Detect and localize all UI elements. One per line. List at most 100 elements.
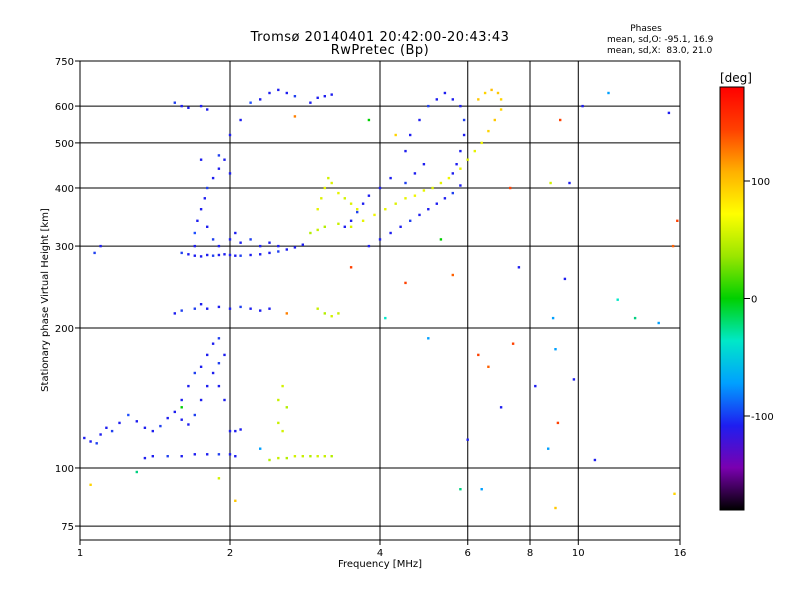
data-point [228, 453, 232, 456]
data-point [367, 194, 371, 197]
data-point [330, 315, 333, 318]
data-point [211, 371, 215, 375]
data-point [285, 406, 288, 409]
y-axis: 75 100 200 300 400 500 600 750 [55, 57, 80, 533]
data-point [499, 406, 503, 409]
data-point [480, 141, 483, 145]
data-point [439, 238, 443, 241]
data-point [593, 458, 597, 462]
data-point [206, 225, 209, 228]
data-point [206, 108, 209, 111]
data-point [127, 413, 130, 417]
data-point [199, 104, 203, 108]
data-point [443, 91, 447, 95]
data-point [234, 499, 237, 502]
data-point [173, 410, 176, 414]
data-point [259, 309, 262, 312]
data-point [166, 416, 169, 420]
data-point [143, 456, 147, 460]
data-point [361, 202, 365, 205]
data-point [330, 455, 333, 458]
data-point [93, 251, 96, 255]
data-point [466, 158, 469, 161]
y-tick-label: 600 [55, 102, 74, 113]
y-tick-label: 100 [55, 464, 74, 475]
data-point [249, 307, 252, 310]
data-point [431, 186, 434, 190]
data-point [277, 456, 280, 460]
data-point [343, 197, 346, 200]
data-point [228, 307, 232, 310]
data-point [607, 91, 610, 95]
data-point [234, 455, 237, 458]
data-point [118, 421, 121, 425]
data-point [337, 191, 340, 195]
phase-info-o: mean, sd,O: -95.1, 16.9 [607, 35, 714, 45]
data-point [259, 447, 262, 450]
colorbar-tick-label: 100 [751, 177, 770, 188]
data-point [394, 133, 397, 137]
data-point [356, 208, 359, 211]
data-point [451, 273, 454, 277]
data-point [234, 254, 237, 257]
data-point [105, 426, 108, 429]
data-point [349, 202, 353, 205]
data-point [367, 244, 371, 248]
data-point [173, 312, 176, 315]
data-point [384, 208, 387, 211]
data-point [367, 118, 371, 122]
data-point [568, 181, 571, 185]
y-tick-label: 400 [55, 184, 74, 195]
data-point [337, 222, 340, 225]
data-point [234, 429, 237, 433]
data-point [427, 208, 430, 211]
data-point [572, 378, 576, 381]
data-point [323, 312, 326, 315]
data-point [496, 91, 500, 95]
x-axis: 1 2 4 6 8 10 16 [77, 540, 687, 559]
data-point [159, 424, 162, 428]
data-point [268, 251, 271, 255]
data-point [316, 208, 319, 211]
data-point [193, 453, 196, 456]
data-point [404, 197, 407, 200]
data-point [217, 244, 221, 248]
data-point [671, 244, 675, 248]
y-tick-label: 500 [55, 139, 74, 150]
y-tick-label: 300 [55, 242, 74, 253]
data-point [277, 398, 280, 402]
data-point [559, 118, 562, 122]
data-point [413, 172, 417, 175]
data-point [99, 433, 102, 436]
data-point [89, 440, 92, 443]
data-point [480, 488, 483, 491]
data-point [199, 303, 203, 306]
data-point [378, 238, 382, 241]
data-point [223, 398, 226, 402]
data-point [404, 149, 407, 153]
data-point [259, 98, 262, 101]
data-points [83, 88, 679, 510]
data-point [373, 213, 376, 217]
data-point [337, 312, 340, 315]
data-point [547, 447, 550, 450]
data-point [293, 115, 297, 118]
data-point [206, 307, 209, 310]
data-point [234, 231, 237, 235]
colorbar-gradient [719, 86, 745, 511]
x-tick-label: 16 [674, 548, 687, 559]
data-point [166, 455, 169, 458]
data-point [180, 406, 183, 409]
data-point [418, 213, 421, 217]
data-point [667, 111, 671, 115]
data-point [422, 189, 426, 192]
data-point [239, 254, 242, 257]
data-point [259, 253, 262, 256]
data-point [427, 337, 430, 340]
data-point [187, 253, 190, 256]
data-point [217, 453, 221, 456]
data-point [404, 281, 407, 285]
data-point [239, 118, 242, 122]
data-point [196, 219, 199, 222]
data-point [211, 176, 215, 180]
